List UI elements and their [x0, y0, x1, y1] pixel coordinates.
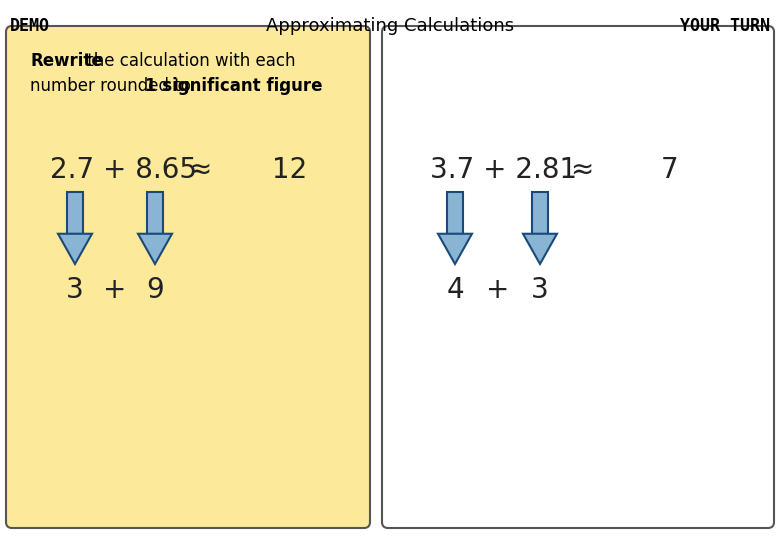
Text: 3.7 + 2.81: 3.7 + 2.81 — [430, 156, 577, 184]
Text: 4: 4 — [446, 276, 464, 304]
Text: .: . — [273, 77, 283, 95]
Polygon shape — [532, 192, 548, 234]
Text: 9: 9 — [146, 276, 164, 304]
Polygon shape — [438, 234, 472, 264]
Polygon shape — [523, 234, 557, 264]
Text: YOUR TURN: YOUR TURN — [680, 17, 770, 35]
Polygon shape — [67, 192, 83, 234]
Text: ≈: ≈ — [189, 156, 211, 184]
Text: 3: 3 — [531, 276, 549, 304]
Text: number rounded to: number rounded to — [30, 77, 196, 95]
Polygon shape — [147, 192, 163, 234]
Text: Rewrite: Rewrite — [30, 52, 103, 70]
Text: ≈: ≈ — [570, 156, 594, 184]
FancyBboxPatch shape — [6, 26, 370, 528]
Polygon shape — [58, 234, 92, 264]
Text: 2.7 + 8.65: 2.7 + 8.65 — [50, 156, 197, 184]
Text: 12: 12 — [272, 156, 307, 184]
Text: DEMO: DEMO — [10, 17, 50, 35]
Text: 3: 3 — [66, 276, 84, 304]
Text: +: + — [486, 276, 509, 304]
FancyBboxPatch shape — [382, 26, 774, 528]
Polygon shape — [447, 192, 463, 234]
Text: Approximating Calculations: Approximating Calculations — [266, 17, 514, 35]
Text: 7: 7 — [661, 156, 679, 184]
Text: 1 significant figure: 1 significant figure — [145, 77, 322, 95]
Polygon shape — [138, 234, 172, 264]
Text: +: + — [103, 276, 126, 304]
Text: the calculation with each: the calculation with each — [82, 52, 296, 70]
